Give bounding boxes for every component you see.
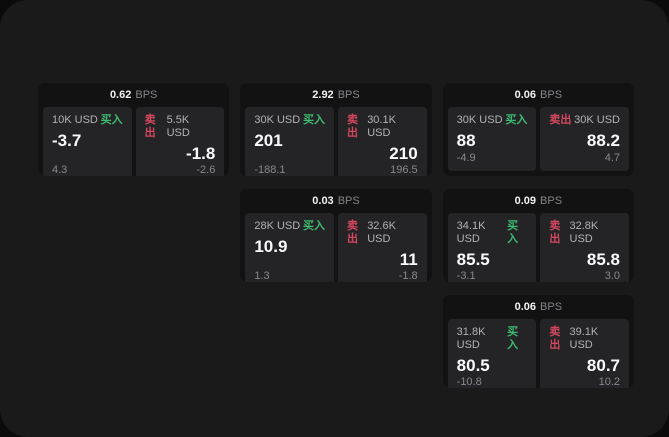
sell-tag: 卖出	[347, 114, 358, 139]
sell-sub-value: 3.0	[604, 270, 620, 282]
bps-value: 0.62	[109, 89, 132, 101]
bps-value: 0.06	[514, 301, 537, 313]
bps-unit-label: BPS	[337, 195, 360, 207]
buy-panel[interactable]: 10K USD 买入 -3.7 4.3	[43, 107, 132, 176]
panels: 31.8K USD 买入 80.5 -10.8 卖出 39.1K USD 80.…	[443, 319, 634, 388]
panels: 30K USD 买入 88 -4.9 卖出 30K USD 88.2 4.7	[443, 107, 634, 176]
sell-tag: 卖出	[347, 220, 358, 245]
buy-price: -3.7	[52, 131, 82, 150]
sell-amount: 5.5K USD	[166, 114, 190, 139]
quote-grid: 0.62 BPS 10K USD 买入 -3.7 4.3 卖出 5.5K USD	[38, 83, 634, 388]
sell-price: -1.8	[186, 144, 216, 163]
bps-unit-label: BPS	[540, 195, 563, 207]
card-header: 0.09 BPS	[443, 189, 634, 213]
card-header: 0.03 BPS	[240, 189, 431, 213]
sell-sub-value: 196.5	[390, 164, 418, 176]
buy-amount: 34.1K USD	[456, 220, 486, 245]
buy-amount: 10K USD	[52, 114, 98, 126]
card-header: 0.06 BPS	[443, 295, 634, 319]
buy-panel[interactable]: 34.1K USD 买入 85.5 -3.1	[447, 213, 537, 282]
buy-tag: 买入	[303, 114, 325, 126]
sell-tag: 卖出	[549, 114, 572, 126]
quote-card: 0.03 BPS 28K USD 买入 10.9 1.3 卖出 32.6K US…	[240, 189, 432, 282]
quote-card: 2.92 BPS 30K USD 买入 201 -188.1 卖出 30.1K …	[240, 83, 432, 176]
bps-value: 0.06	[514, 89, 537, 101]
buy-panel[interactable]: 31.8K USD 买入 80.5 -10.8	[447, 319, 537, 388]
bps-unit-label: BPS	[540, 301, 563, 313]
sell-amount: 32.8K USD	[569, 220, 599, 245]
buy-sub-value: -188.1	[254, 164, 286, 176]
buy-tag: 买入	[505, 114, 528, 126]
buy-tag: 买入	[507, 326, 519, 351]
sell-sub-value: 4.7	[604, 152, 620, 164]
buy-sub-value: -4.9	[456, 152, 476, 164]
quote-card: 0.06 BPS 30K USD 买入 88 -4.9 卖出 30K USD	[442, 83, 634, 176]
sell-sub-value: -2.6	[196, 164, 216, 176]
buy-price: 85.5	[456, 250, 490, 269]
buy-tag: 买入	[100, 114, 123, 126]
sell-panel[interactable]: 卖出 5.5K USD -1.8 -2.6	[135, 107, 225, 176]
panels: 34.1K USD 买入 85.5 -3.1 卖出 32.8K USD 85.8…	[443, 213, 634, 282]
buy-price: 10.9	[254, 237, 288, 256]
buy-sub-value: -10.8	[456, 376, 482, 388]
card-header: 2.92 BPS	[240, 83, 431, 107]
panels: 30K USD 买入 201 -188.1 卖出 30.1K USD 210 1…	[240, 107, 431, 176]
sell-sub-value: -1.8	[398, 270, 418, 282]
sell-price: 85.8	[586, 250, 620, 269]
sell-amount: 30K USD	[574, 114, 620, 126]
buy-tag: 买入	[303, 220, 325, 232]
sell-price: 210	[389, 144, 418, 163]
sell-amount: 39.1K USD	[569, 326, 599, 351]
bps-unit-label: BPS	[337, 89, 360, 101]
buy-price: 88	[456, 131, 476, 150]
buy-amount: 30K USD	[254, 114, 301, 126]
buy-amount: 28K USD	[254, 220, 301, 232]
bps-unit-label: BPS	[135, 89, 158, 101]
buy-panel[interactable]: 30K USD 买入 201 -188.1	[245, 107, 334, 176]
sell-panel[interactable]: 卖出 32.8K USD 85.8 3.0	[540, 213, 629, 282]
buy-amount: 31.8K USD	[456, 326, 486, 351]
bps-value: 2.92	[312, 89, 334, 101]
panels: 28K USD 买入 10.9 1.3 卖出 32.6K USD 11 -1.8	[240, 213, 431, 282]
buy-tag: 买入	[507, 220, 519, 245]
card-header: 0.06 BPS	[443, 83, 634, 107]
buy-price: 201	[254, 131, 283, 150]
card-header: 0.62 BPS	[38, 83, 229, 107]
quote-card: 0.06 BPS 31.8K USD 买入 80.5 -10.8 卖出 39.1…	[442, 295, 634, 388]
sell-panel[interactable]: 卖出 32.6K USD 11 -1.8	[338, 213, 427, 282]
buy-price: 80.5	[456, 356, 490, 375]
sell-tag: 卖出	[549, 326, 561, 351]
buy-amount: 30K USD	[456, 114, 503, 126]
buy-sub-value: 4.3	[52, 164, 68, 176]
sell-panel[interactable]: 卖出 39.1K USD 80.7 10.2	[540, 319, 629, 388]
buy-sub-value: 1.3	[254, 270, 270, 282]
sell-panel[interactable]: 卖出 30K USD 88.2 4.7	[540, 107, 629, 171]
sell-tag: 卖出	[144, 114, 156, 139]
quote-card: 0.62 BPS 10K USD 买入 -3.7 4.3 卖出 5.5K USD	[38, 83, 230, 176]
sell-price: 88.2	[586, 131, 620, 150]
sell-amount: 30.1K USD	[367, 114, 396, 139]
sell-panel[interactable]: 卖出 30.1K USD 210 196.5	[338, 107, 427, 176]
bps-unit-label: BPS	[540, 89, 563, 101]
quote-card: 0.09 BPS 34.1K USD 买入 85.5 -3.1 卖出 32.8K…	[442, 189, 634, 282]
panels: 10K USD 买入 -3.7 4.3 卖出 5.5K USD -1.8 -2.…	[38, 107, 229, 176]
bps-value: 0.03	[312, 195, 334, 207]
sell-price: 80.7	[586, 356, 620, 375]
sell-sub-value: 10.2	[598, 376, 620, 388]
sell-amount: 32.6K USD	[367, 220, 396, 245]
buy-sub-value: -3.1	[456, 270, 476, 282]
sell-price: 11	[399, 250, 418, 269]
sell-tag: 卖出	[549, 220, 561, 245]
buy-panel[interactable]: 30K USD 买入 88 -4.9	[447, 107, 537, 171]
buy-panel[interactable]: 28K USD 买入 10.9 1.3	[245, 213, 334, 282]
bps-value: 0.09	[514, 195, 537, 207]
